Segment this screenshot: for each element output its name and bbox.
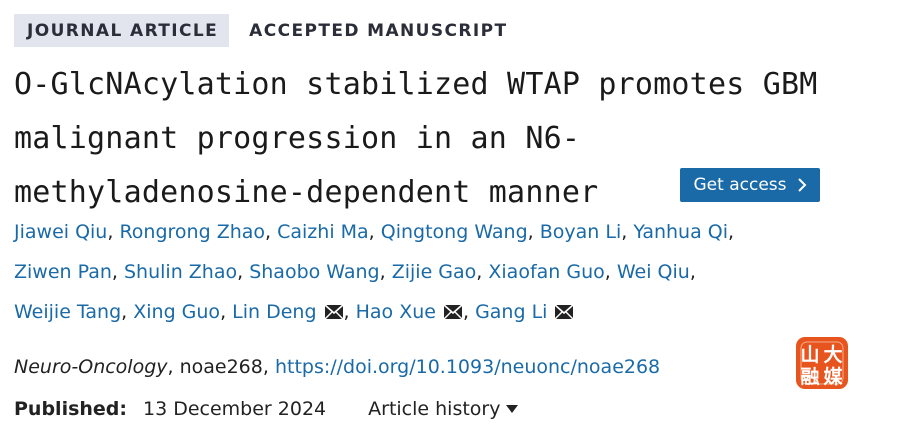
author-separator: , [379, 261, 386, 283]
author-link[interactable]: Gang Li [475, 301, 548, 323]
author-link[interactable]: Wei Qiu [616, 261, 690, 283]
author-line: Jiawei Qiu, Rongrong Zhao, Caizhi Ma, Qi… [14, 212, 894, 252]
journal-article-tag: JOURNAL ARTICLE [14, 14, 230, 47]
author-link[interactable]: Ziwen Pan [14, 261, 112, 283]
article-history-toggle[interactable]: Article history [368, 394, 519, 424]
published-date: 13 December 2024 [143, 398, 327, 420]
author-separator: , [368, 221, 375, 243]
caret-down-icon [506, 405, 519, 413]
author-separator: , [107, 221, 114, 243]
envelope-icon[interactable] [554, 304, 574, 320]
author-separator: , [689, 261, 696, 283]
title-line: O-GlcNAcylation stabilized WTAP promotes… [14, 67, 818, 102]
author-link[interactable]: Yanhua Qi [633, 221, 729, 243]
author-link[interactable]: Jiawei Qiu [14, 221, 108, 243]
author-link[interactable]: Xiaofan Guo [488, 261, 605, 283]
envelope-icon[interactable] [323, 304, 344, 320]
author-separator: , [121, 301, 128, 323]
author-link[interactable]: Rongrong Zhao [119, 221, 266, 243]
logo-char: 媒 [823, 366, 843, 388]
author-link[interactable]: Boyan Li [539, 221, 622, 243]
author-link[interactable]: Lin Deng [232, 301, 317, 323]
citation-line: Neuro-Oncology, noae268, https://doi.org… [14, 352, 660, 382]
author-separator: , [237, 261, 244, 283]
title-line: methyladenosine-dependent manner [14, 175, 599, 210]
author-link[interactable]: Zijie Gao [391, 261, 477, 283]
accepted-manuscript-tag: ACCEPTED MANUSCRIPT [249, 20, 508, 41]
author-list: Jiawei Qiu, Rongrong Zhao, Caizhi Ma, Qi… [14, 212, 894, 332]
author-link[interactable]: Hao Xue [355, 301, 436, 323]
author-separator: , [728, 221, 735, 243]
published-label: Published: [14, 398, 127, 420]
author-separator: , [343, 301, 350, 323]
logo-char: 山 [800, 344, 819, 366]
envelope-icon[interactable] [443, 304, 463, 320]
author-link[interactable]: Shulin Zhao [124, 261, 238, 283]
author-separator: , [265, 221, 272, 243]
author-link[interactable]: Qingtong Wang [380, 221, 528, 243]
author-separator: , [621, 221, 628, 243]
publication-info: Published: 13 December 2024 Article hist… [14, 394, 519, 424]
logo-char: 融 [800, 366, 819, 388]
article-history-label: Article history [368, 398, 501, 420]
author-separator: , [111, 261, 118, 283]
author-line: Weijie Tang, Xing Guo, Lin Deng, Hao Xue… [14, 292, 894, 332]
logo-char: 大 [823, 343, 842, 366]
get-access-button[interactable]: Get access [680, 168, 820, 202]
author-link[interactable]: Caizhi Ma [277, 221, 369, 243]
author-line: Ziwen Pan, Shulin Zhao, Shaobo Wang, Zij… [14, 252, 894, 292]
author-link[interactable]: Xing Guo [133, 301, 221, 323]
doi-link[interactable]: https://doi.org/10.1093/neuonc/noae268 [274, 356, 661, 378]
journal-name: Neuro-Oncology [14, 356, 168, 378]
media-logo: 山 大 融 媒 [796, 337, 848, 389]
author-separator: , [462, 301, 470, 323]
article-title: O-GlcNAcylation stabilized WTAP promotes… [14, 58, 894, 220]
author-separator: , [604, 261, 611, 283]
author-separator: , [527, 221, 534, 243]
author-separator: , [476, 261, 483, 283]
author-separator: , [220, 301, 227, 323]
chevron-right-icon [797, 178, 806, 192]
author-link[interactable]: Shaobo Wang [249, 261, 380, 283]
article-tags: JOURNAL ARTICLE ACCEPTED MANUSCRIPT [14, 14, 507, 47]
author-link[interactable]: Weijie Tang [14, 301, 122, 323]
title-line: malignant progression in an N6- [14, 121, 581, 156]
get-access-label: Get access [693, 175, 787, 195]
article-id: , noae268, [167, 356, 275, 378]
